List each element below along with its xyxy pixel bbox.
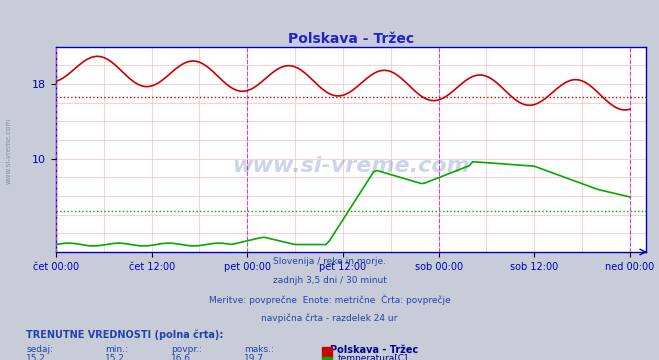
Text: 15,2: 15,2 bbox=[26, 354, 46, 360]
Text: sedaj:: sedaj: bbox=[26, 345, 53, 354]
Text: www.si-vreme.com: www.si-vreme.com bbox=[5, 118, 11, 184]
Text: Polskava - Tržec: Polskava - Tržec bbox=[330, 345, 418, 355]
Text: 15,2: 15,2 bbox=[105, 354, 125, 360]
Title: Polskava - Tržec: Polskava - Tržec bbox=[288, 32, 414, 46]
Text: min.:: min.: bbox=[105, 345, 129, 354]
Text: maks.:: maks.: bbox=[244, 345, 273, 354]
Text: navpična črta - razdelek 24 ur: navpična črta - razdelek 24 ur bbox=[262, 314, 397, 323]
Text: temperatura[C]: temperatura[C] bbox=[337, 354, 408, 360]
Text: povpr.:: povpr.: bbox=[171, 345, 202, 354]
Text: 16,6: 16,6 bbox=[171, 354, 191, 360]
Text: 19,7: 19,7 bbox=[244, 354, 264, 360]
Text: Slovenija / reke in morje.: Slovenija / reke in morje. bbox=[273, 257, 386, 266]
Text: www.si-vreme.com: www.si-vreme.com bbox=[232, 156, 470, 176]
Text: TRENUTNE VREDNOSTI (polna črta):: TRENUTNE VREDNOSTI (polna črta): bbox=[26, 329, 224, 340]
Text: Meritve: povprečne  Enote: metrične  Črta: povprečje: Meritve: povprečne Enote: metrične Črta:… bbox=[209, 295, 450, 305]
Text: zadnjh 3,5 dni / 30 minut: zadnjh 3,5 dni / 30 minut bbox=[273, 276, 386, 285]
